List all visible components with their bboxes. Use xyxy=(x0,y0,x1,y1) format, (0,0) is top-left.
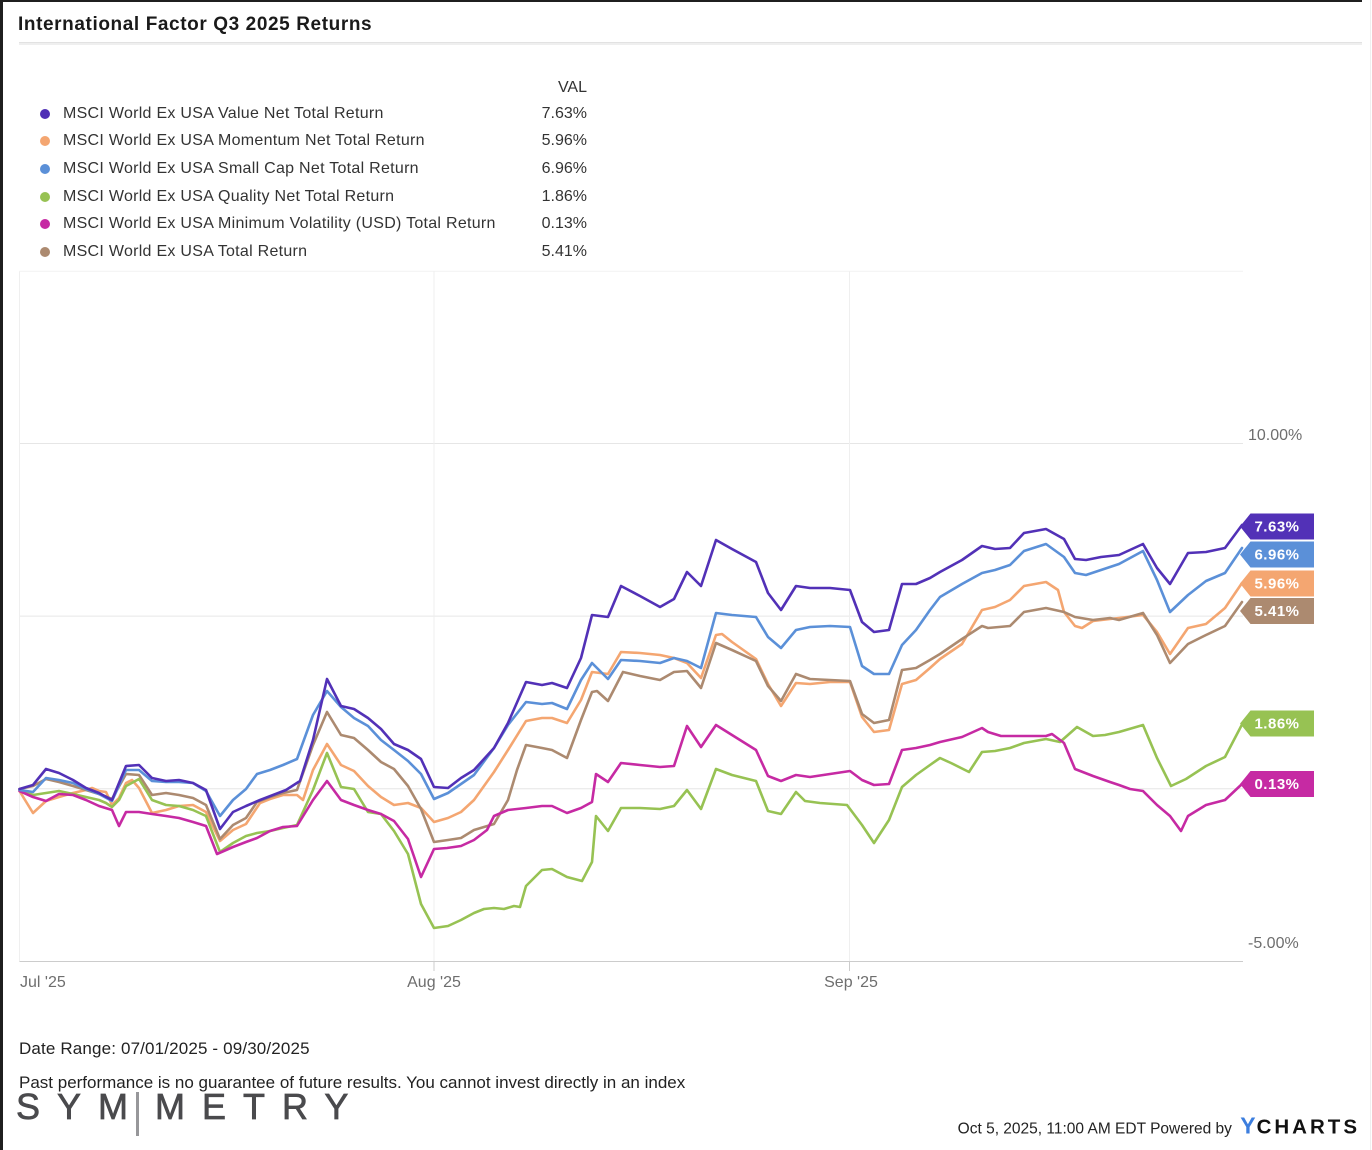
svg-text:5.41%: 5.41% xyxy=(1254,603,1299,620)
svg-text:1.86%: 1.86% xyxy=(1254,716,1299,733)
svg-text:6.96%: 6.96% xyxy=(1254,547,1299,564)
svg-text:7.63%: 7.63% xyxy=(1254,519,1299,536)
svg-text:5.96%: 5.96% xyxy=(1254,576,1299,593)
svg-text:0.13%: 0.13% xyxy=(1254,776,1299,793)
